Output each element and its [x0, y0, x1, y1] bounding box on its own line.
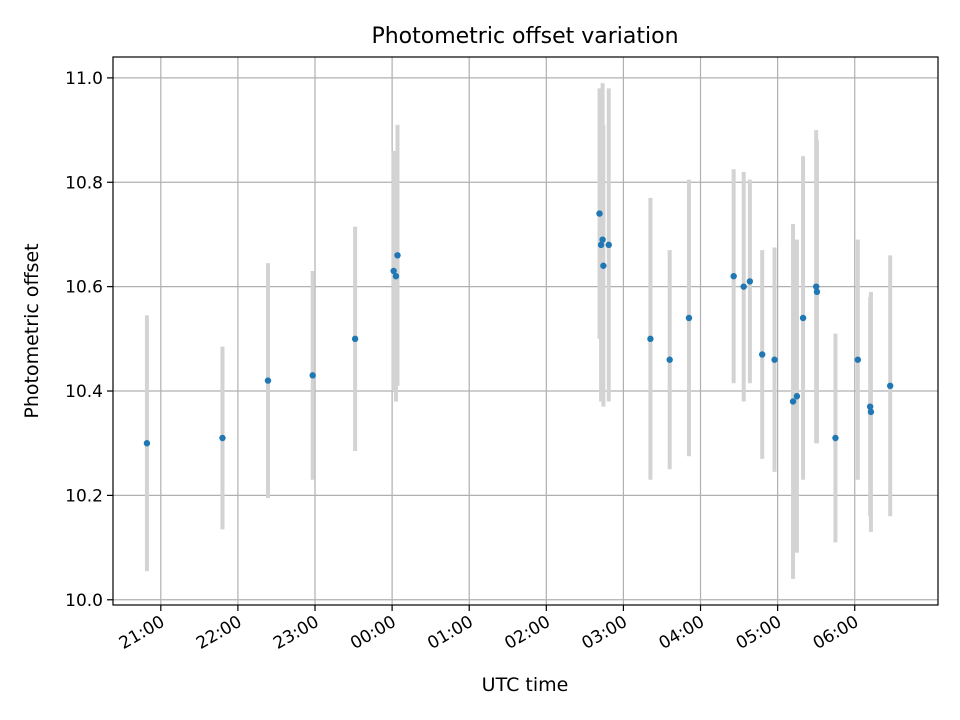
data-point [771, 356, 778, 363]
data-point [599, 236, 606, 243]
data-point [832, 434, 839, 442]
data-point [264, 377, 272, 384]
data-point [647, 335, 654, 343]
data-point [597, 241, 605, 249]
plot-frame [112, 56, 939, 606]
data-point [867, 408, 875, 416]
y-tick-label: 10.8 [65, 173, 103, 193]
data-point [866, 403, 874, 410]
data-point [813, 288, 821, 296]
y-tick-label: 10.0 [65, 591, 103, 611]
data-point [143, 440, 151, 447]
x-axis-label: UTC time [482, 674, 569, 696]
data-point [351, 335, 359, 343]
data-point [600, 262, 607, 269]
data-point [666, 356, 673, 363]
grid [113, 57, 938, 605]
data-point [799, 314, 807, 322]
data-point [605, 241, 612, 249]
data-points [143, 210, 894, 447]
chart-title: Photometric offset variation [371, 24, 678, 49]
y-axis-label: Photometric offset [21, 243, 43, 418]
data-point [394, 252, 401, 259]
data-point [812, 283, 820, 290]
data-point [309, 372, 316, 379]
data-point [685, 314, 693, 322]
y-tick-label: 10.4 [65, 382, 103, 402]
data-point [392, 273, 400, 280]
data-point [746, 278, 754, 285]
data-point [789, 398, 797, 405]
data-point [759, 351, 766, 358]
data-point [219, 434, 226, 442]
y-tick-label: 10.2 [65, 486, 103, 506]
data-point [854, 356, 862, 363]
data-point [730, 273, 737, 280]
data-point [390, 267, 397, 275]
data-point [886, 382, 894, 389]
data-point [596, 210, 603, 217]
y-axis-ticks: 10.0 10.2 10.4 10.6 10.8 11.0 [65, 69, 113, 611]
y-tick-label: 10.6 [65, 278, 103, 298]
data-point [740, 283, 747, 290]
y-tick-label: 11.0 [65, 69, 103, 89]
data-point [793, 393, 801, 400]
